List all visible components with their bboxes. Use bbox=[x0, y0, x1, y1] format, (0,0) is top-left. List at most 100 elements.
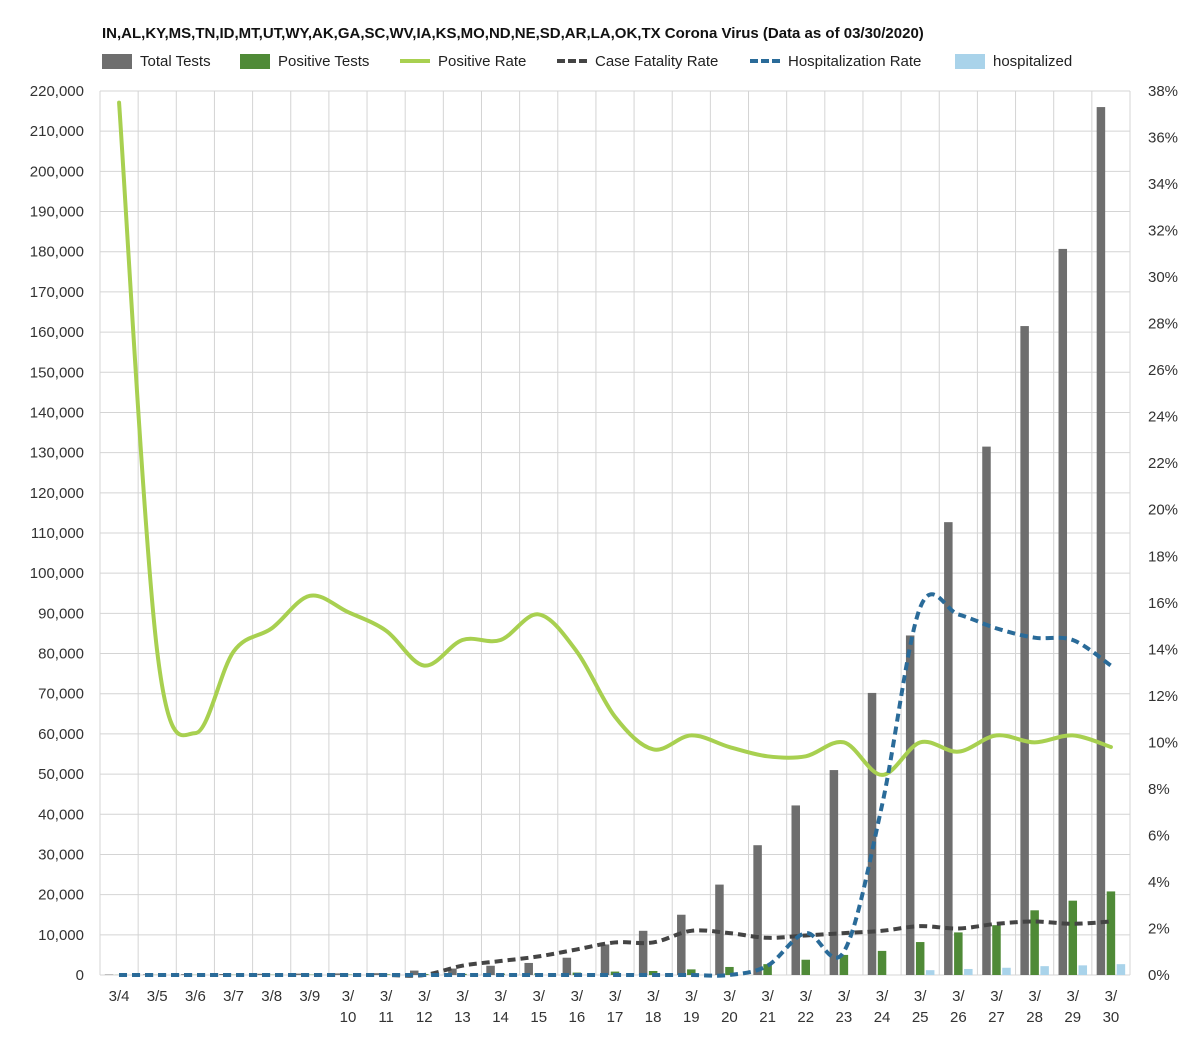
bar-hospitalized bbox=[1002, 967, 1011, 975]
y-left-axis: 0 10,000 20,000 30,000 40,000 50,000 60,000 70,… bbox=[30, 83, 84, 984]
legend-item-positive-tests[interactable]: Positive Tests bbox=[240, 50, 369, 72]
bar-total-tests bbox=[371, 973, 381, 975]
x-tick-label: 21 bbox=[759, 1009, 776, 1026]
x-tick-label: 3/ bbox=[914, 988, 927, 1005]
x-tick-label: 18 bbox=[645, 1009, 662, 1026]
x-axis: 3/4 3/5 3/6 3/7 3/8 3/9 3/10 3/11 3/12 3/13 3/14 3/… bbox=[109, 988, 1120, 1041]
bar-positive-tests bbox=[1030, 910, 1039, 975]
x-tick-label: 11 bbox=[378, 1009, 394, 1026]
legend-label-total-tests: Total Tests bbox=[140, 52, 211, 70]
legend-swatch-case-fatality-rate bbox=[557, 59, 587, 63]
legend-label-hospitalization-rate: Hospitalization Rate bbox=[788, 52, 922, 70]
x-tick-label: 28 bbox=[1026, 1009, 1043, 1026]
bar-hospitalized bbox=[925, 970, 935, 975]
x-tick-label: 3/ bbox=[647, 988, 660, 1005]
bar-positive-tests bbox=[954, 932, 963, 975]
bar-total-tests bbox=[905, 635, 915, 975]
legend-item-case-fatality-rate[interactable]: Case Fatality Rate bbox=[557, 50, 718, 72]
lines bbox=[117, 100, 1113, 978]
legend: Total Tests Positive Tests Positive Rate… bbox=[102, 50, 1192, 72]
x-tick-label: 3/ bbox=[456, 988, 469, 1005]
legend-swatch-positive-tests bbox=[240, 53, 270, 69]
bars bbox=[104, 107, 1126, 976]
bar-positive-tests bbox=[992, 925, 1001, 975]
bar-positive-tests bbox=[1106, 891, 1116, 975]
x-tick-label: 24 bbox=[874, 1009, 891, 1026]
x-tick-label: 3/6 bbox=[185, 988, 206, 1005]
bar-total-tests bbox=[524, 962, 533, 975]
y-left-tick-label: 90,000 bbox=[38, 605, 84, 622]
x-tick-label: 13 bbox=[454, 1009, 471, 1026]
bar-total-tests bbox=[295, 973, 305, 975]
legend-label-case-fatality-rate: Case Fatality Rate bbox=[595, 52, 719, 70]
y-right-tick-label: 24% bbox=[1148, 409, 1178, 426]
bar-hospitalized bbox=[1040, 966, 1049, 975]
bar-total-tests bbox=[715, 884, 724, 975]
bar-total-tests bbox=[1020, 326, 1029, 976]
y-left-tick-label: 190,000 bbox=[30, 204, 84, 221]
bar-total-tests bbox=[982, 446, 991, 975]
legend-swatch-total-tests bbox=[102, 53, 132, 69]
bar-total-tests bbox=[410, 970, 419, 975]
y-right-tick-label: 16% bbox=[1148, 595, 1178, 612]
x-tick-label: 10 bbox=[340, 1009, 357, 1026]
bar-positive-tests bbox=[687, 969, 696, 975]
y-left-tick-label: 30,000 bbox=[38, 846, 84, 863]
y-left-tick-label: 10,000 bbox=[38, 927, 84, 944]
bar-positive-tests bbox=[801, 959, 810, 975]
bar-hospitalized bbox=[1078, 965, 1088, 975]
y-right-tick-label: 12% bbox=[1148, 688, 1178, 705]
y-right-tick-label: 26% bbox=[1148, 362, 1178, 379]
x-tick-label: 30 bbox=[1103, 1009, 1120, 1026]
bar-total-tests bbox=[257, 973, 266, 975]
y-right-tick-label: 30% bbox=[1148, 269, 1178, 286]
legend-item-hospitalized[interactable]: hospitalized bbox=[955, 50, 1072, 72]
bar-total-tests bbox=[867, 692, 877, 975]
y-left-tick-label: 40,000 bbox=[38, 806, 84, 823]
bar-total-tests bbox=[638, 930, 648, 975]
x-tick-label: 3/ bbox=[342, 988, 355, 1005]
x-tick-label: 3/7 bbox=[223, 988, 244, 1005]
y-right-tick-label: 22% bbox=[1148, 455, 1178, 472]
x-tick-label: 16 bbox=[569, 1009, 586, 1026]
y-right-tick-label: 20% bbox=[1148, 502, 1178, 519]
x-tick-label: 22 bbox=[797, 1009, 814, 1026]
x-tick-label: 3/ bbox=[609, 988, 622, 1005]
bar-total-tests bbox=[1058, 248, 1068, 975]
y-left-tick-label: 0 bbox=[76, 967, 84, 984]
y-left-tick-label: 100,000 bbox=[30, 565, 84, 582]
legend-label-positive-rate: Positive Rate bbox=[438, 52, 527, 70]
bar-total-tests bbox=[791, 805, 800, 975]
x-tick-label: 14 bbox=[492, 1009, 509, 1026]
x-tick-label: 3/ bbox=[799, 988, 812, 1005]
legend-item-hospitalization-rate[interactable]: Hospitalization Rate bbox=[750, 50, 921, 72]
y-left-tick-label: 70,000 bbox=[38, 686, 84, 703]
bar-positive-tests bbox=[915, 942, 925, 975]
x-tick-label: 3/9 bbox=[299, 988, 320, 1005]
x-tick-label: 29 bbox=[1064, 1009, 1081, 1026]
bar-total-tests bbox=[677, 914, 686, 975]
y-right-tick-label: 28% bbox=[1148, 316, 1178, 333]
y-left-tick-label: 170,000 bbox=[30, 284, 84, 301]
y-right-tick-label: 18% bbox=[1148, 548, 1178, 565]
y-right-tick-label: 4% bbox=[1148, 874, 1170, 891]
x-tick-label: 26 bbox=[950, 1009, 967, 1026]
bar-positive-tests bbox=[763, 964, 772, 975]
line-hospitalization-rate bbox=[119, 592, 1113, 978]
bar-positive-tests bbox=[839, 954, 849, 975]
y-right-tick-label: 36% bbox=[1148, 130, 1178, 147]
x-tick-label: 3/ bbox=[571, 988, 584, 1005]
legend-item-positive-rate[interactable]: Positive Rate bbox=[400, 50, 526, 72]
legend-item-total-tests[interactable]: Total Tests bbox=[102, 50, 211, 72]
x-tick-label: 3/4 bbox=[109, 988, 130, 1005]
y-left-tick-label: 200,000 bbox=[30, 163, 84, 180]
y-left-tick-label: 150,000 bbox=[30, 364, 84, 381]
y-left-tick-label: 80,000 bbox=[38, 646, 84, 663]
y-left-tick-label: 180,000 bbox=[30, 244, 84, 261]
x-tick-label: 27 bbox=[988, 1009, 1005, 1026]
x-tick-label: 15 bbox=[530, 1009, 547, 1026]
x-tick-label: 3/ bbox=[1028, 988, 1041, 1005]
y-left-tick-label: 220,000 bbox=[30, 83, 84, 100]
